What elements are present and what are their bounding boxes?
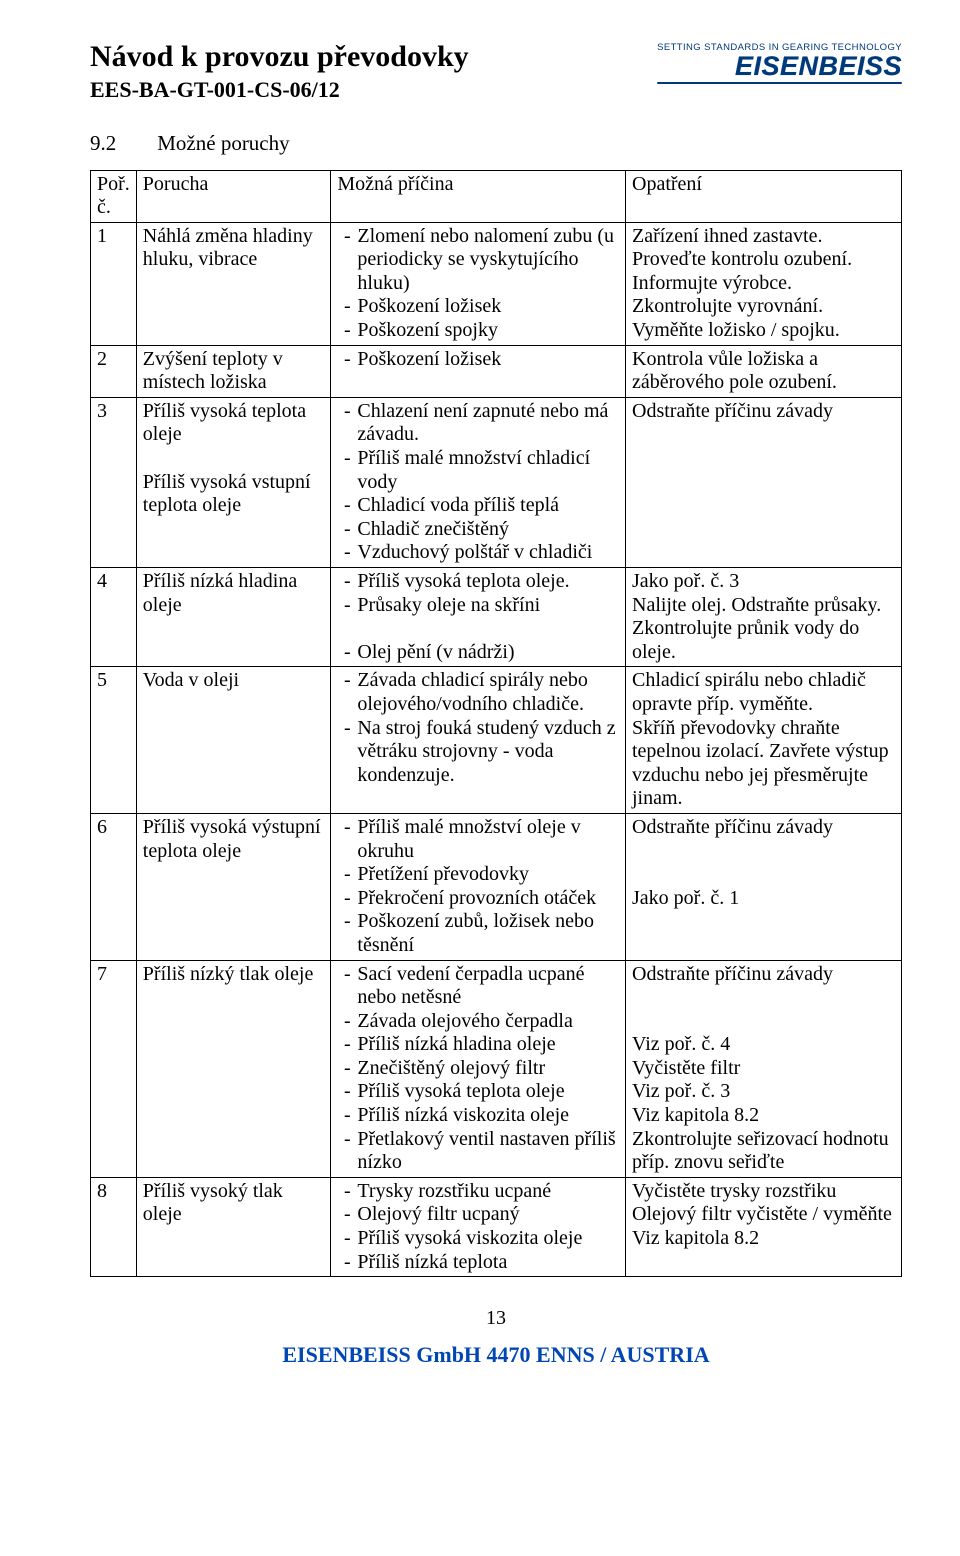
- cell-number: 2: [91, 345, 137, 397]
- table-row: 1Náhlá změna hladiny hluku, vibrace-Zlom…: [91, 222, 902, 345]
- cell-cause: -Zlomení nebo nalomení zubu (u periodick…: [331, 222, 626, 345]
- cell-fault: Příliš vysoká teplota oleje Příliš vysok…: [136, 397, 331, 567]
- cell-cause: -Sací vedení čerpadla ucpané nebo netěsn…: [331, 960, 626, 1177]
- cell-number: 6: [91, 813, 137, 960]
- table-header-row: Poř. č. Porucha Možná příčina Opatření: [91, 170, 902, 222]
- cell-action: Zařízení ihned zastavte. Proveďte kontro…: [626, 222, 902, 345]
- cell-action: Odstraňte příčinu závady: [626, 397, 902, 567]
- cell-cause: -Příliš vysoká teplota oleje.-Průsaky ol…: [331, 568, 626, 667]
- logo-wordmark: EISENBEISS: [657, 54, 902, 80]
- table-row: 3Příliš vysoká teplota oleje Příliš vyso…: [91, 397, 902, 567]
- cell-fault: Příliš vysoký tlak oleje: [136, 1177, 331, 1276]
- title-block: Návod k provozu převodovky EES-BA-GT-001…: [90, 40, 657, 103]
- cell-cause: -Příliš malé množství oleje v okruhu-Pře…: [331, 813, 626, 960]
- cell-action: Odstraňte příčinu závady Viz poř. č. 4 V…: [626, 960, 902, 1177]
- cell-number: 5: [91, 667, 137, 814]
- table-row: 7Příliš nízký tlak oleje-Sací vedení čer…: [91, 960, 902, 1177]
- cell-action: Vyčistěte trysky rozstřiku Olejový filtr…: [626, 1177, 902, 1276]
- cell-number: 3: [91, 397, 137, 567]
- cell-cause: -Trysky rozstřiku ucpané-Olejový filtr u…: [331, 1177, 626, 1276]
- col-head-action: Opatření: [626, 170, 902, 222]
- cell-number: 1: [91, 222, 137, 345]
- footer: EISENBEISS GmbH 4470 ENNS / AUSTRIA: [90, 1342, 902, 1368]
- section-heading: 9.2 Možné poruchy: [90, 131, 902, 156]
- cell-action: Chladicí spirálu nebo chladič opravte př…: [626, 667, 902, 814]
- cell-fault: Zvýšení teploty v místech ložiska: [136, 345, 331, 397]
- table-row: 4Příliš nízká hladina oleje-Příliš vysok…: [91, 568, 902, 667]
- page-number: 13: [90, 1307, 902, 1330]
- table-row: 8Příliš vysoký tlak oleje-Trysky rozstři…: [91, 1177, 902, 1276]
- col-head-fault: Porucha: [136, 170, 331, 222]
- cell-action: Jako poř. č. 3 Nalijte olej. Odstraňte p…: [626, 568, 902, 667]
- col-head-number: Poř. č.: [91, 170, 137, 222]
- table-row: 2Zvýšení teploty v místech ložiska-Poško…: [91, 345, 902, 397]
- cell-fault: Příliš nízká hladina oleje: [136, 568, 331, 667]
- section-title: Možné poruchy: [157, 131, 289, 155]
- section-number: 9.2: [90, 131, 152, 156]
- logo-underline: [657, 82, 902, 84]
- header: Návod k provozu převodovky EES-BA-GT-001…: [90, 40, 902, 103]
- table-row: 5Voda v oleji-Závada chladicí spirály ne…: [91, 667, 902, 814]
- col-head-cause: Možná příčina: [331, 170, 626, 222]
- cell-action: Odstraňte příčinu závady Jako poř. č. 1: [626, 813, 902, 960]
- cell-number: 4: [91, 568, 137, 667]
- cell-number: 7: [91, 960, 137, 1177]
- cell-cause: -Chlazení není zapnuté nebo má závadu.-P…: [331, 397, 626, 567]
- doc-title: Návod k provozu převodovky: [90, 40, 657, 75]
- cell-fault: Příliš vysoká výstupní teplota oleje: [136, 813, 331, 960]
- cell-fault: Voda v oleji: [136, 667, 331, 814]
- cell-cause: -Poškození ložisek: [331, 345, 626, 397]
- logo: SETTING STANDARDS IN GEARING TECHNOLOGY …: [657, 40, 902, 84]
- cell-action: Kontrola vůle ložiska a záběrového pole …: [626, 345, 902, 397]
- page-container: Návod k provozu převodovky EES-BA-GT-001…: [0, 0, 960, 1556]
- doc-subtitle: EES-BA-GT-001-CS-06/12: [90, 77, 657, 103]
- cell-number: 8: [91, 1177, 137, 1276]
- cell-fault: Náhlá změna hladiny hluku, vibrace: [136, 222, 331, 345]
- faults-table: Poř. č. Porucha Možná příčina Opatření 1…: [90, 170, 902, 1278]
- cell-fault: Příliš nízký tlak oleje: [136, 960, 331, 1177]
- table-row: 6Příliš vysoká výstupní teplota oleje-Př…: [91, 813, 902, 960]
- cell-cause: -Závada chladicí spirály nebo olejového/…: [331, 667, 626, 814]
